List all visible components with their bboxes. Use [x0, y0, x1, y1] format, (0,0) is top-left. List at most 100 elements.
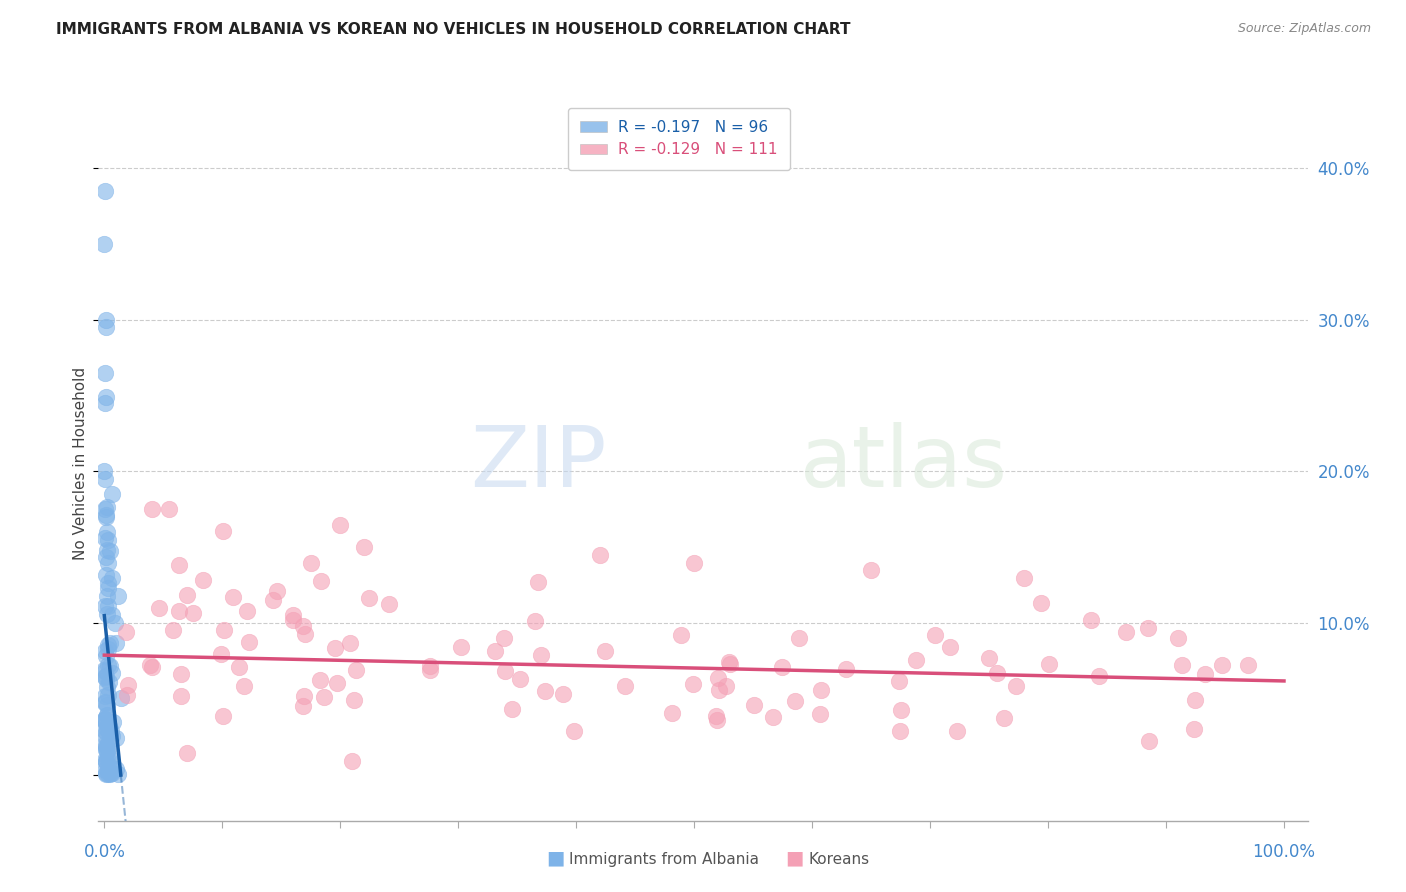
- Point: [1038, 657, 1060, 671]
- Y-axis label: No Vehicles in Household: No Vehicles in Household: [73, 368, 87, 560]
- Point: [94, 665, 117, 679]
- Point: [97, 742, 120, 756]
- Point: [835, 662, 858, 676]
- Point: [494, 664, 516, 678]
- Point: [742, 698, 765, 712]
- Point: [97, 764, 120, 778]
- Point: [141, 660, 163, 674]
- Point: [97, 582, 120, 596]
- Point: [946, 723, 969, 738]
- Point: [176, 746, 198, 760]
- Point: [94, 695, 117, 709]
- Point: [484, 643, 506, 657]
- Point: [96, 500, 118, 514]
- Point: [96, 725, 118, 739]
- Point: [94, 765, 117, 780]
- Text: 0.0%: 0.0%: [83, 844, 125, 862]
- Point: [94, 312, 117, 326]
- Point: [1184, 692, 1206, 706]
- Point: [94, 730, 117, 744]
- Point: [353, 541, 375, 555]
- Point: [96, 744, 118, 758]
- Point: [1080, 614, 1102, 628]
- Text: IMMIGRANTS FROM ALBANIA VS KOREAN NO VEHICLES IN HOUSEHOLD CORRELATION CHART: IMMIGRANTS FROM ALBANIA VS KOREAN NO VEH…: [56, 22, 851, 37]
- Point: [104, 636, 127, 650]
- Point: [789, 631, 811, 645]
- Point: [501, 701, 523, 715]
- Point: [1014, 571, 1036, 585]
- Point: [419, 659, 441, 673]
- Point: [993, 710, 1015, 724]
- Point: [94, 184, 117, 198]
- Point: [551, 688, 574, 702]
- Point: [97, 717, 120, 731]
- Point: [94, 690, 117, 704]
- Point: [97, 556, 120, 570]
- Point: [236, 604, 259, 618]
- Point: [96, 752, 118, 766]
- Point: [157, 502, 180, 516]
- Point: [1137, 621, 1160, 635]
- Point: [93, 713, 115, 727]
- Point: [94, 550, 117, 565]
- Point: [98, 719, 121, 733]
- Point: [94, 696, 117, 710]
- Point: [167, 604, 190, 618]
- Point: [905, 653, 928, 667]
- Point: [94, 715, 117, 730]
- Point: [98, 675, 121, 690]
- Point: [93, 502, 115, 516]
- Point: [312, 690, 335, 704]
- Point: [100, 607, 122, 622]
- Point: [228, 659, 250, 673]
- Point: [98, 753, 121, 767]
- Point: [98, 766, 121, 780]
- Point: [94, 599, 117, 613]
- Point: [96, 707, 118, 722]
- Point: [661, 706, 683, 720]
- Point: [706, 709, 728, 723]
- Point: [148, 601, 170, 615]
- Point: [96, 723, 118, 738]
- Point: [1237, 658, 1260, 673]
- Point: [299, 556, 322, 570]
- Point: [212, 524, 235, 538]
- Point: [527, 574, 550, 589]
- Point: [326, 676, 349, 690]
- Point: [100, 723, 122, 738]
- Point: [889, 674, 911, 689]
- Point: [232, 679, 254, 693]
- Point: [97, 533, 120, 547]
- Point: [810, 683, 832, 698]
- Point: [93, 465, 115, 479]
- Point: [94, 366, 117, 380]
- Point: [94, 754, 117, 768]
- Point: [96, 766, 118, 780]
- Point: [94, 740, 117, 755]
- Point: [281, 608, 304, 623]
- Point: [94, 742, 117, 756]
- Point: [212, 623, 235, 637]
- Point: [717, 655, 740, 669]
- Point: [1004, 679, 1026, 693]
- Point: [96, 525, 118, 540]
- Point: [294, 627, 316, 641]
- Point: [96, 698, 118, 712]
- Point: [281, 613, 304, 627]
- Point: [1167, 632, 1189, 646]
- Point: [1115, 624, 1137, 639]
- Point: [589, 548, 612, 562]
- Point: [450, 640, 472, 654]
- Point: [94, 739, 117, 754]
- Point: [1182, 722, 1205, 736]
- Point: [209, 648, 232, 662]
- Point: [115, 688, 138, 702]
- Point: [1137, 733, 1160, 747]
- Point: [357, 591, 380, 605]
- Point: [222, 591, 245, 605]
- Point: [682, 677, 704, 691]
- Point: [96, 755, 118, 769]
- Point: [94, 649, 117, 664]
- Point: [770, 659, 793, 673]
- Point: [98, 544, 121, 558]
